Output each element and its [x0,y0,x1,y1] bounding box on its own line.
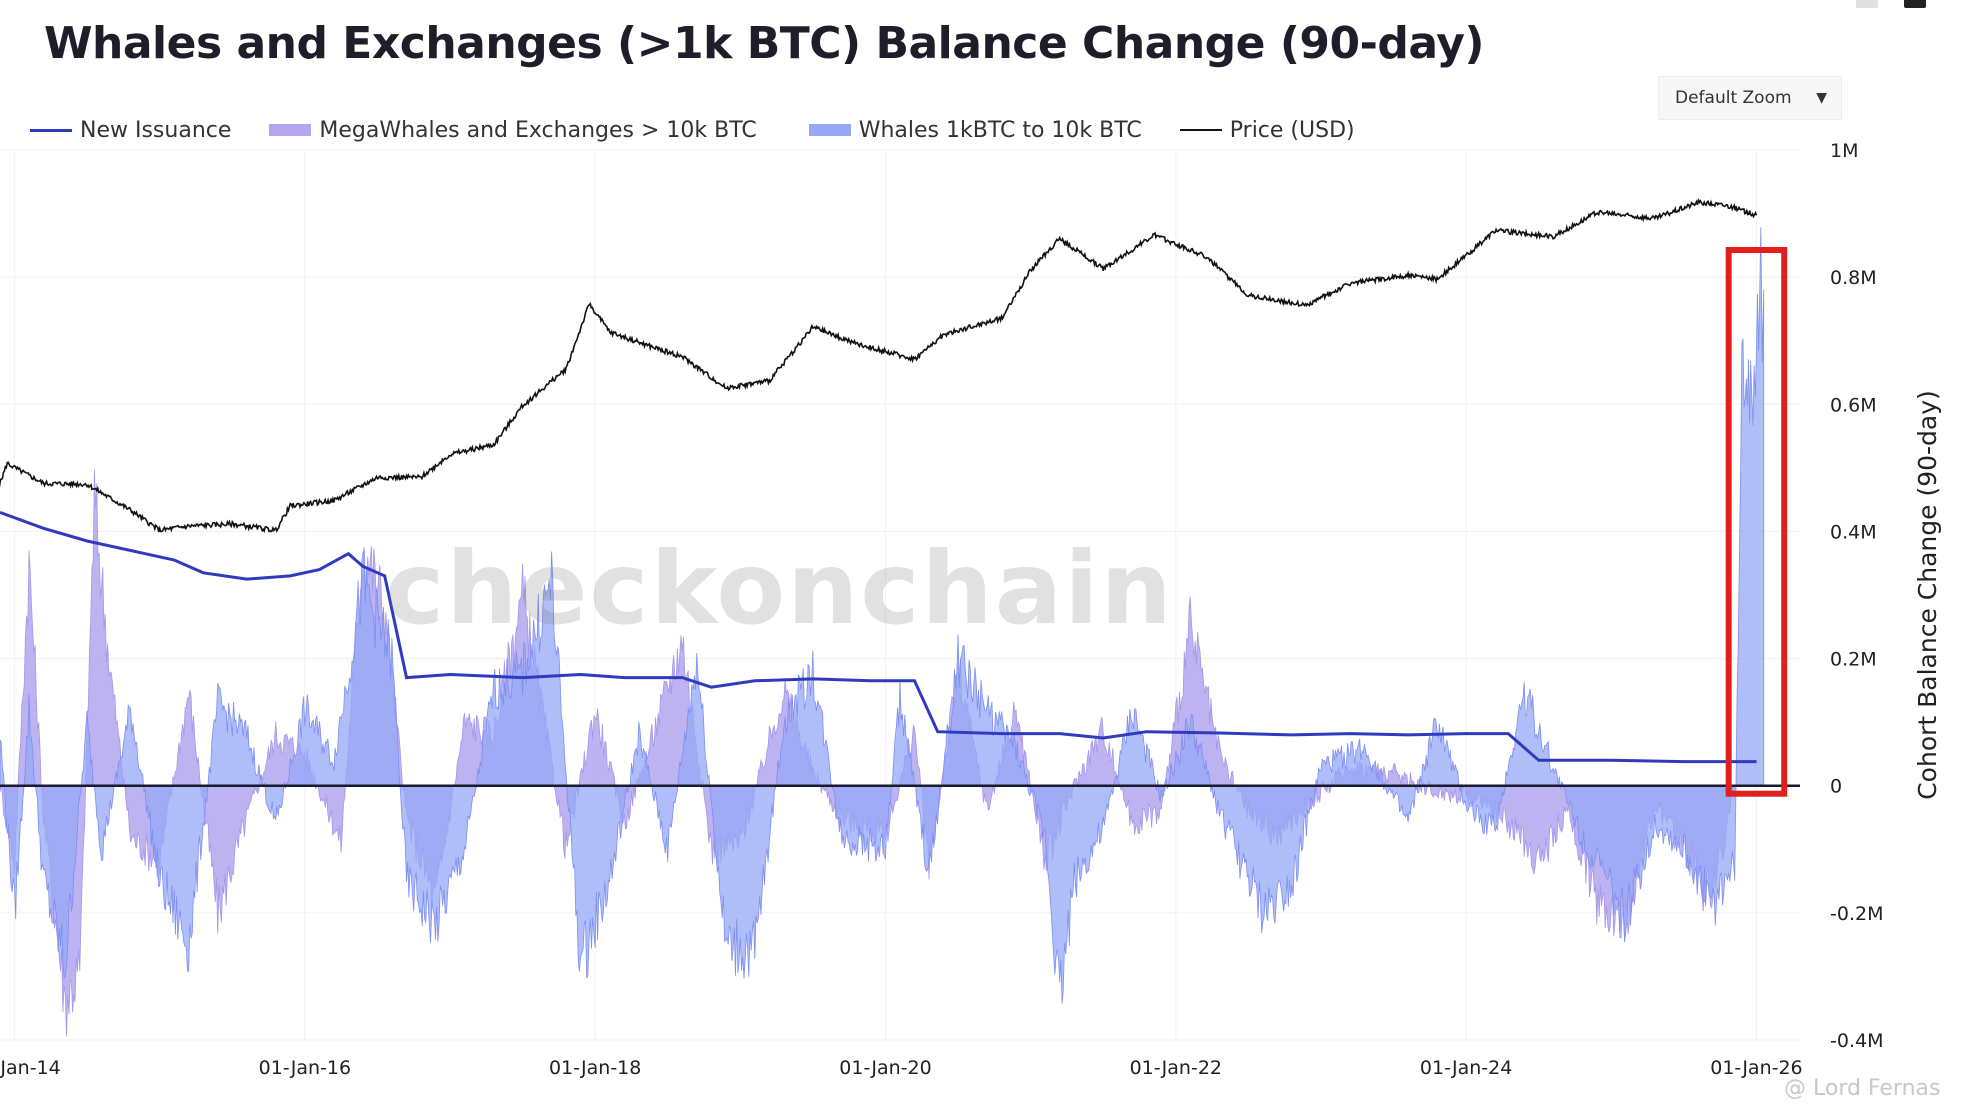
chevron-down-icon: ▼ [1816,90,1827,106]
y-tick-label: 0.8M [1830,267,1877,289]
y-tick-label: 1M [1830,140,1858,162]
zoom-select[interactable]: Default Zoom ▼ [1658,76,1842,120]
x-tick-label: 01-Jan-20 [839,1057,931,1079]
legend-label-whales: Whales 1kBTC to 10k BTC [858,117,1142,143]
legend-item-new-issuance[interactable]: New Issuance [30,118,231,143]
series-line-price [0,197,1758,534]
camera-icon[interactable] [1856,0,1878,8]
chart-grid [0,149,1800,1041]
x-tick-label: 01-Jan-26 [1710,1057,1802,1079]
chart-legend: New Issuance MegaWhales and Exchanges > … [30,112,1393,148]
x-tick-label: 01-Jan-24 [1420,1057,1512,1079]
y-tick-label: 0.2M [1830,649,1877,671]
chart-areas [0,227,1765,1037]
watermark-text: checkonchain [385,530,1174,647]
y-tick-label: 0.6M [1830,394,1877,416]
x-tick-label: 01-Jan-22 [1130,1057,1222,1079]
legend-label-price: Price (USD) [1229,117,1355,143]
legend-item-price[interactable]: Price (USD) [1179,117,1355,143]
chart-title: Whales and Exchanges (>1k BTC) Balance C… [44,18,1485,69]
legend-swatch-megawhales [269,124,312,136]
y-tick-label: 0 [1830,776,1842,798]
legend-swatch-whales [808,124,851,136]
bar-chart-icon[interactable] [1904,0,1926,8]
series-line-issuance [0,510,1757,764]
chart-axes: 1M 0.8M 0.6M 0.4M 0.2M 0 -0.2M -0.4M 01-Jan-14 01… [0,140,1942,1079]
x-tick-label: 01-Jan-14 [0,1057,61,1079]
legend-item-megawhales[interactable]: MegaWhales and Exchanges > 10k BTC [269,117,757,143]
chart-lines [0,197,1800,787]
legend-swatch-new-issuance [30,128,72,132]
legend-swatch-price [1179,129,1222,131]
x-tick-label: 01-Jan-16 [259,1057,351,1079]
y-tick-label: 0.4M [1830,521,1877,543]
credit-text: @ Lord Fernas [1784,1076,1941,1101]
y-tick-label: -0.4M [1830,1030,1883,1052]
zoom-select-label: Default Zoom [1675,88,1792,108]
legend-label-megawhales: MegaWhales and Exchanges > 10k BTC [319,117,757,143]
highlight-box [1725,247,1788,797]
series-area-2 [0,227,1765,1004]
x-tick-label: 01-Jan-18 [549,1057,641,1079]
y-tick-label: -0.2M [1830,903,1883,925]
legend-item-whales[interactable]: Whales 1kBTC to 10k BTC [808,117,1142,143]
y-axis-title: Cohort Balance Change (90-day) [1913,390,1942,800]
legend-label-new-issuance: New Issuance [80,117,232,143]
chart-annotations [1725,247,1788,797]
